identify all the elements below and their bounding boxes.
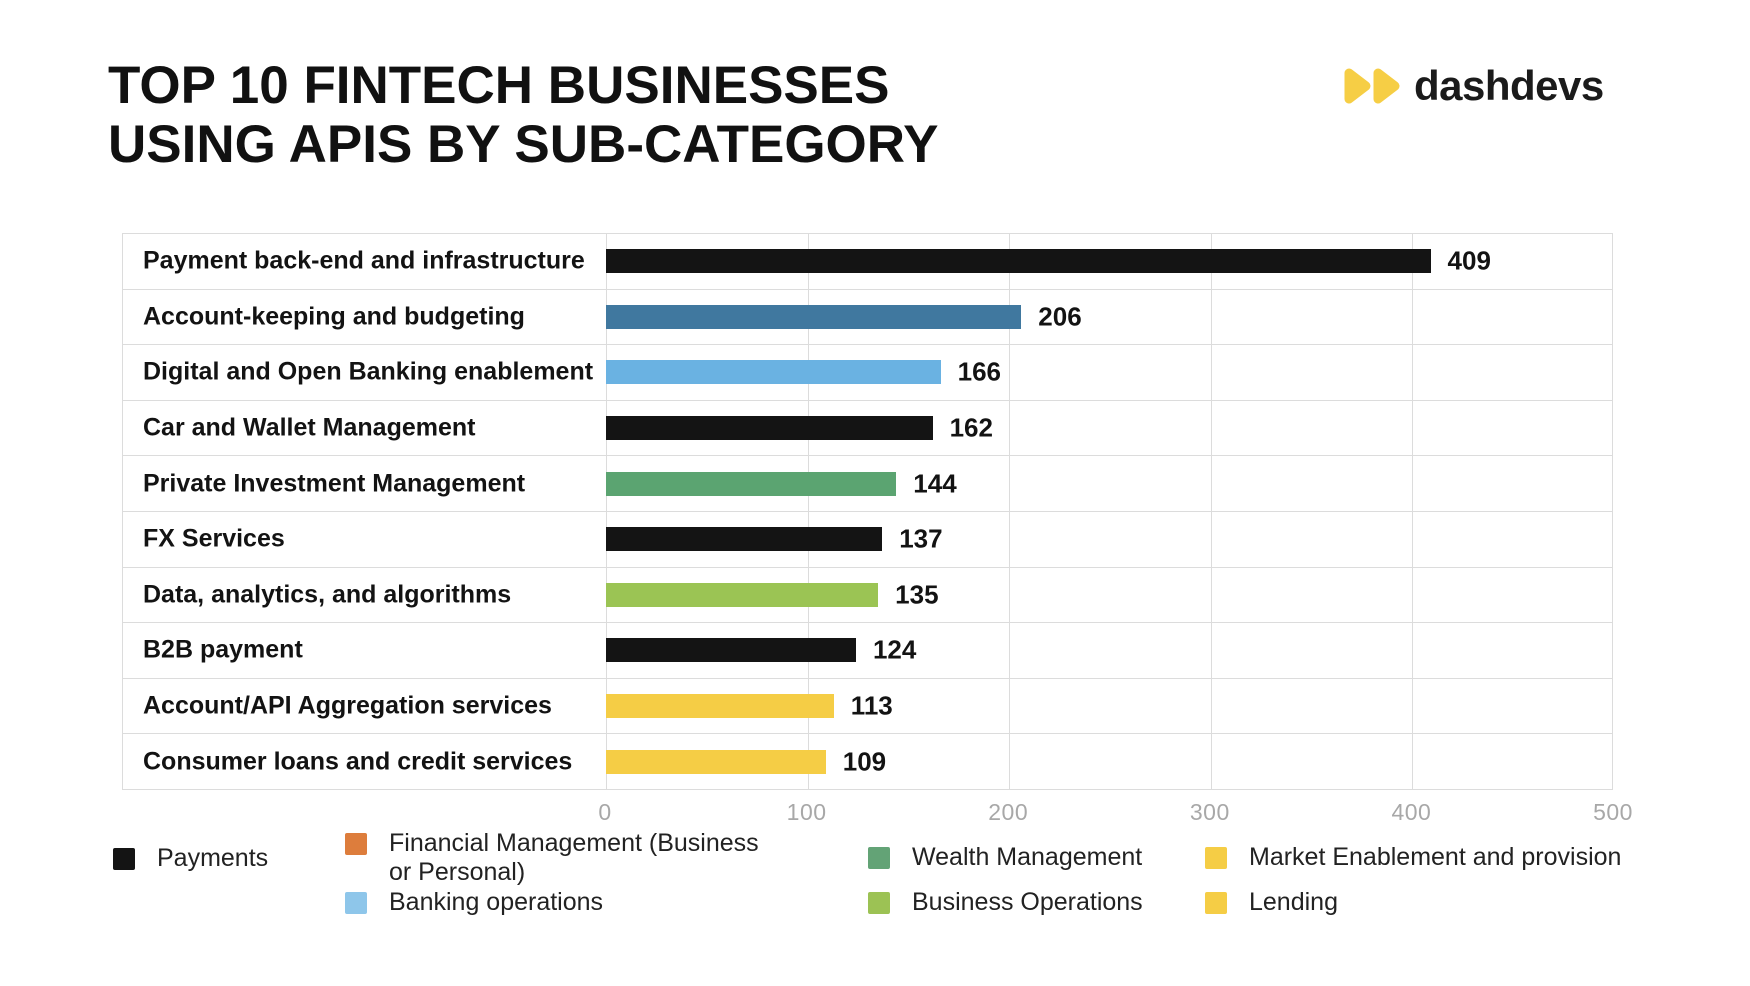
legend-swatch bbox=[1205, 892, 1227, 914]
value-label: 162 bbox=[949, 412, 993, 443]
legend-item: Wealth Management bbox=[868, 843, 1143, 872]
category-label: Data, analytics, and algorithms bbox=[143, 580, 512, 609]
category-label: Car and Wallet Management bbox=[143, 413, 476, 442]
legend-label: Banking operations bbox=[389, 888, 604, 916]
value-label: 135 bbox=[895, 579, 939, 610]
legend-swatch bbox=[113, 848, 135, 870]
bar-row: Payment back-end and infrastructure 409 bbox=[123, 234, 1612, 290]
category-label: Digital and Open Banking enablement bbox=[143, 357, 594, 386]
value-label: 409 bbox=[1447, 245, 1491, 276]
chart-area: Payment back-end and infrastructure 409 Ac… bbox=[122, 233, 1613, 790]
category-label: B2B payment bbox=[143, 635, 303, 664]
bar-row: Account/API Aggregation services 113 bbox=[123, 679, 1612, 735]
category-label: Private Investment Management bbox=[143, 469, 526, 498]
dashdevs-logo-text: dashdevs bbox=[1414, 62, 1604, 109]
bar bbox=[606, 638, 856, 663]
legend-column: Market Enablement and provision Lending bbox=[1205, 843, 1621, 933]
value-label: 109 bbox=[842, 746, 887, 777]
legend-label: Lending bbox=[1249, 888, 1338, 916]
axis-tick-label: 500 bbox=[1593, 799, 1633, 825]
dashdevs-logo: dashdevs bbox=[1341, 62, 1604, 110]
category-label: Payment back-end and infrastructure bbox=[143, 246, 585, 275]
legend-item: Banking operations bbox=[345, 888, 779, 917]
axis-tick-label: 300 bbox=[1189, 799, 1230, 825]
axis-tick-label: 400 bbox=[1391, 799, 1432, 825]
axis-tick-label: 200 bbox=[988, 799, 1029, 825]
legend-label: Payments bbox=[157, 844, 269, 872]
axis-tick-label: 100 bbox=[786, 799, 827, 825]
legend-swatch bbox=[345, 892, 367, 914]
value-label: 124 bbox=[872, 634, 917, 665]
bar bbox=[606, 527, 883, 552]
value-label: 166 bbox=[957, 356, 1002, 387]
bar-row: Data, analytics, and algorithms 135 bbox=[123, 568, 1612, 624]
axis-tick-label: 0 bbox=[598, 799, 612, 825]
legend-column: Wealth Management Business Operations bbox=[868, 843, 1143, 933]
value-label: 144 bbox=[913, 468, 957, 499]
bar-row: Account-keeping and budgeting 206 bbox=[123, 290, 1612, 346]
dashdevs-logo-icon bbox=[1341, 64, 1403, 108]
bar bbox=[606, 360, 941, 385]
legend-item: Business Operations bbox=[868, 888, 1143, 917]
bar bbox=[606, 749, 826, 774]
page-title: TOP 10 FINTECH BUSINESSES USING APIS BY … bbox=[108, 56, 938, 174]
bar bbox=[606, 582, 879, 607]
x-axis-ticks: 0 100 200 300 400 500 bbox=[122, 799, 1632, 829]
bar bbox=[606, 694, 834, 719]
bar-row: Private Investment Management 144 bbox=[123, 456, 1612, 512]
bar-row: Digital and Open Banking enablement 166 bbox=[123, 345, 1612, 401]
legend-label: Wealth Management bbox=[912, 843, 1143, 871]
legend-swatch bbox=[1205, 847, 1227, 869]
category-label: Consumer loans and credit services bbox=[143, 747, 573, 776]
bar-row: Consumer loans and credit services 109 bbox=[123, 734, 1612, 789]
bar bbox=[606, 416, 933, 441]
legend-item: Financial Management (Business or Person… bbox=[345, 829, 779, 887]
category-label: FX Services bbox=[143, 524, 285, 553]
bar bbox=[606, 471, 897, 496]
legend-item: Payments bbox=[113, 844, 268, 873]
legend-column: Payments bbox=[113, 844, 268, 889]
page-title-line1: TOP 10 FINTECH BUSINESSES bbox=[108, 56, 890, 115]
bar-row: FX Services 137 bbox=[123, 512, 1612, 568]
category-label: Account-keeping and budgeting bbox=[143, 302, 525, 331]
legend-column: Financial Management (Business or Person… bbox=[345, 829, 779, 933]
legend-item: Lending bbox=[1205, 888, 1621, 917]
legend-label: Business Operations bbox=[912, 888, 1143, 916]
value-label: 113 bbox=[850, 690, 893, 721]
bar-row: B2B payment 124 bbox=[123, 623, 1612, 679]
category-label: Account/API Aggregation services bbox=[143, 691, 552, 720]
legend-swatch bbox=[868, 892, 890, 914]
legend-label: Financial Management (Business or Person… bbox=[389, 829, 759, 886]
legend-swatch bbox=[868, 847, 890, 869]
bar-row: Car and Wallet Management 162 bbox=[123, 401, 1612, 457]
legend-item: Market Enablement and provision bbox=[1205, 843, 1621, 872]
bar bbox=[606, 249, 1431, 274]
value-label: 137 bbox=[899, 523, 943, 554]
value-label: 206 bbox=[1038, 301, 1082, 332]
page-title-line2: USING APIS BY SUB-CATEGORY bbox=[108, 115, 939, 174]
bar-rows: Payment back-end and infrastructure 409 Ac… bbox=[123, 234, 1612, 789]
legend-label: Market Enablement and provision bbox=[1249, 843, 1622, 871]
bar bbox=[606, 304, 1022, 329]
legend-swatch bbox=[345, 833, 367, 855]
